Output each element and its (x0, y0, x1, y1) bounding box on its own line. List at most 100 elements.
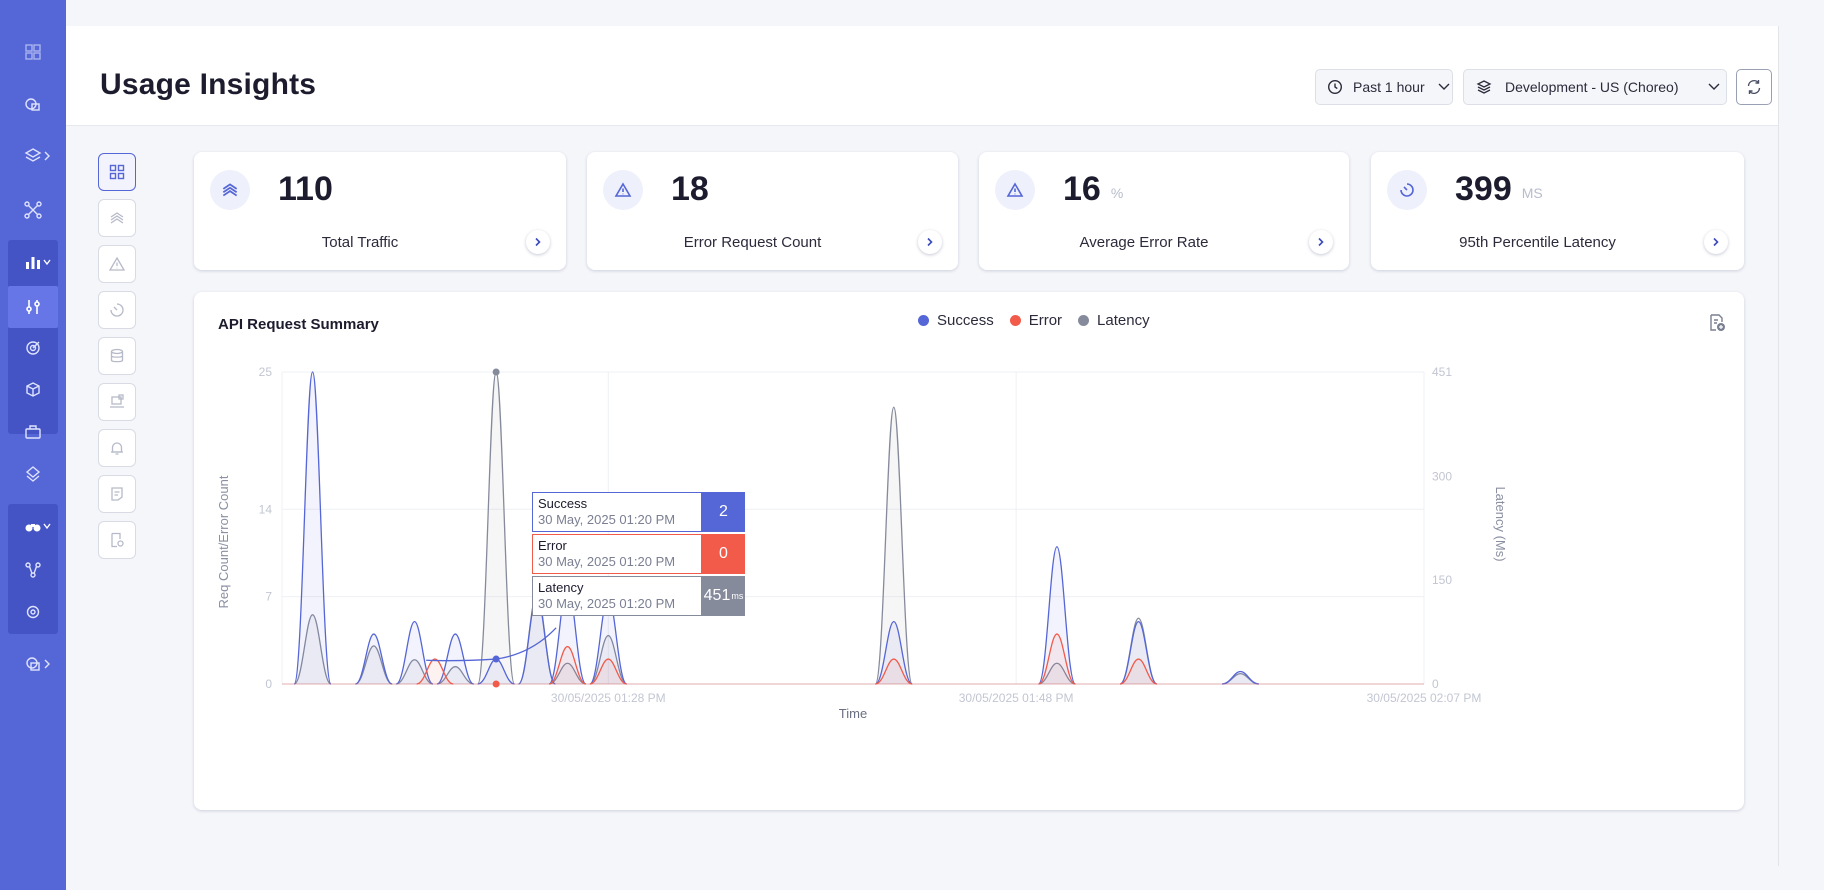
chart-tooltip: Success 30 May, 2025 01:20 PM 2 Error 30… (532, 492, 745, 618)
subnav-overview[interactable] (98, 153, 136, 191)
page-header: Usage Insights Past 1 hour Development -… (66, 26, 1778, 126)
chart-title: API Request Summary (218, 316, 379, 333)
area-error (589, 659, 627, 684)
view-details-button[interactable] (1309, 230, 1333, 254)
rail-observability[interactable] (0, 328, 66, 368)
y2-tick-label: 300 (1432, 469, 1452, 483)
line-latency (293, 614, 332, 685)
area-success (436, 634, 474, 684)
chevron-down-icon (1438, 83, 1450, 90)
stat-unit: MS (1521, 185, 1543, 201)
refresh-icon (1747, 79, 1761, 95)
area-error (416, 659, 454, 684)
line-success (874, 620, 913, 685)
tooltip-series: Success (538, 496, 588, 511)
rail-insights[interactable] (0, 242, 66, 282)
line-success (1119, 620, 1158, 685)
rail-components[interactable] (0, 84, 66, 124)
area-latency (355, 645, 393, 684)
stat-card-total-traffic: 110 Total Traffic (194, 152, 566, 270)
legend-item-error[interactable]: Error (1009, 312, 1063, 329)
line-latency (874, 406, 913, 685)
rail-deploy[interactable] (0, 136, 66, 176)
chevron-down-icon (43, 259, 51, 266)
rail-integrations[interactable] (0, 454, 66, 494)
rail-insights-group (8, 240, 58, 434)
environment-select[interactable]: Development - US (Choreo) (1463, 69, 1727, 105)
stat-card-p95-latency: 399 MS 95th Percentile Latency (1371, 152, 1744, 270)
line-latency (436, 666, 474, 685)
rail-briefcase[interactable] (0, 412, 66, 452)
chevron-right-icon (535, 237, 541, 247)
export-button[interactable] (1706, 312, 1728, 334)
refresh-button[interactable] (1736, 69, 1772, 105)
rail-monitor-settings[interactable] (0, 592, 66, 632)
y2-axis-label: Latency (Ms) (1493, 486, 1508, 561)
environment-value: Development - US (Choreo) (1505, 79, 1679, 95)
legend-swatch (1078, 315, 1090, 326)
success-marker (492, 655, 500, 663)
tooltip-row-success: Success 30 May, 2025 01:20 PM 2 (532, 492, 745, 534)
area-success (1222, 671, 1259, 684)
rail-packages[interactable] (0, 370, 66, 410)
tooltip-date: 30 May, 2025 01:20 PM (538, 596, 676, 611)
time-range-select[interactable]: Past 1 hour (1315, 69, 1453, 105)
legend-item-success[interactable]: Success (918, 312, 994, 329)
rail-connections[interactable] (0, 190, 66, 230)
line-latency (1038, 662, 1076, 685)
subnav-reports[interactable] (98, 475, 136, 513)
line-success (293, 371, 332, 685)
area-success (549, 584, 586, 684)
cube-icon (26, 382, 40, 397)
line-latency (589, 634, 627, 685)
shapes-icon (25, 98, 40, 111)
stat-value: 110 (278, 170, 333, 208)
stat-value: 399 MS (1455, 170, 1543, 208)
chevron-right-icon (44, 151, 50, 161)
chevron-down-icon (1708, 83, 1720, 90)
y-tick-label: 0 (265, 677, 272, 691)
line-error (589, 658, 627, 685)
subnav-devices[interactable] (98, 383, 136, 421)
rail-cloud[interactable] (0, 644, 66, 684)
legend-item-latency[interactable]: Latency (1078, 312, 1150, 329)
error-marker (492, 680, 500, 688)
view-details-button[interactable] (1704, 230, 1728, 254)
rail-monitor-diagram[interactable] (0, 550, 66, 590)
tooltip-row-latency: Latency 30 May, 2025 01:20 PM 451 ms (532, 576, 745, 618)
subnav-latency[interactable] (98, 291, 136, 329)
subnav-errors[interactable] (98, 245, 136, 283)
y-tick-label: 25 (259, 365, 273, 379)
legend-label: Error (1028, 312, 1063, 329)
subnav-alerts[interactable] (98, 429, 136, 467)
x-axis-label: Time (839, 706, 867, 721)
view-details-button[interactable] (526, 230, 550, 254)
area-latency (1038, 663, 1076, 684)
rail-active-highlight (8, 286, 58, 328)
area-latency (1120, 618, 1157, 684)
time-range-value: Past 1 hour (1353, 79, 1425, 95)
chevron-right-icon (1713, 237, 1719, 247)
rail-overview[interactable] (0, 32, 66, 72)
rail-monitor[interactable] (0, 506, 66, 546)
tooltip-date: 30 May, 2025 01:20 PM (538, 554, 676, 569)
area-latency (436, 666, 474, 684)
network-icon (24, 201, 42, 219)
tooltip-row-label: Latency 30 May, 2025 01:20 PM (532, 576, 702, 616)
laptop-icon (110, 394, 124, 408)
subnav-settings[interactable] (98, 521, 136, 559)
subnav-traffic[interactable] (98, 199, 136, 237)
tooltip-value: 2 (702, 492, 745, 532)
rail-usage-insights[interactable] (0, 287, 66, 327)
bar-chart-icon (26, 257, 40, 269)
legend-label: Success (937, 312, 994, 329)
subnav-database[interactable] (98, 337, 136, 375)
gear-icon (26, 605, 40, 619)
api-request-summary-card: API Request Summary Success Error Latenc… (194, 292, 1744, 810)
view-details-button[interactable] (918, 230, 942, 254)
area-error (549, 646, 586, 684)
diagram-icon (25, 562, 41, 578)
line-success (1222, 670, 1259, 685)
line-error (1038, 633, 1076, 685)
chevron-down-icon (43, 523, 51, 530)
